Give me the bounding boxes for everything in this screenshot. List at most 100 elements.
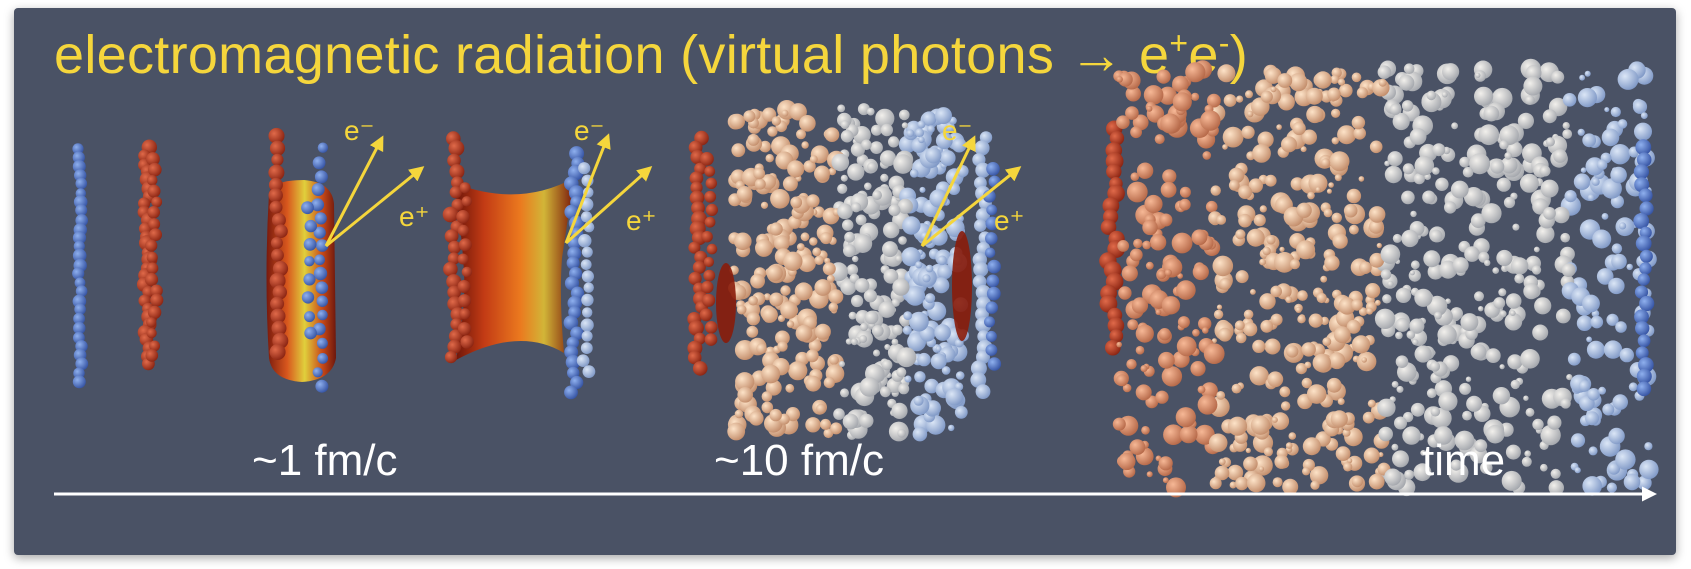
blue-nucleon bbox=[301, 201, 314, 215]
hadron-particle bbox=[1392, 450, 1409, 468]
hadron-particle bbox=[761, 364, 781, 384]
hadron-particle bbox=[1156, 69, 1171, 84]
hadron-particle bbox=[837, 104, 846, 113]
hadron-particle bbox=[906, 129, 915, 138]
hadron-particle bbox=[822, 262, 836, 276]
hadron-particle bbox=[1172, 75, 1189, 93]
hadron-particle bbox=[1617, 68, 1639, 90]
hadron-particle bbox=[1198, 317, 1212, 331]
blue-nucleon bbox=[317, 309, 328, 321]
hadron-particle bbox=[1451, 122, 1458, 130]
red-nucleon bbox=[447, 153, 461, 168]
hadron-particle bbox=[1125, 86, 1142, 102]
hadron-particle bbox=[1576, 315, 1593, 332]
hadron-particle bbox=[1263, 447, 1273, 457]
blue-nucleon bbox=[563, 315, 579, 331]
red-nucleon bbox=[459, 308, 471, 320]
hadron-particle bbox=[748, 295, 758, 306]
hadron-particle bbox=[1337, 125, 1357, 145]
hadron-particle bbox=[1474, 439, 1488, 453]
hadron-particle bbox=[1337, 398, 1345, 405]
hadron-particle bbox=[734, 232, 752, 251]
hadron-particle bbox=[1587, 194, 1595, 202]
hadron-particle bbox=[1171, 232, 1193, 254]
red-nucleon bbox=[457, 294, 472, 308]
hadron-particle bbox=[888, 136, 900, 148]
red-nucleon bbox=[706, 243, 718, 255]
hadron-particle bbox=[1125, 106, 1139, 120]
hadron-particle bbox=[935, 107, 952, 125]
hadron-particle bbox=[1615, 449, 1636, 470]
stage-compression bbox=[442, 131, 596, 400]
electron-label: e⁻ bbox=[344, 115, 374, 146]
hadron-particle bbox=[1249, 366, 1269, 386]
red-nucleon bbox=[272, 285, 287, 300]
hadron-particle bbox=[1432, 143, 1446, 157]
light-blue-nucleon bbox=[581, 246, 593, 258]
hadron-particle bbox=[780, 301, 798, 319]
hadron-particle bbox=[1116, 76, 1123, 83]
hadron-particle bbox=[1387, 151, 1403, 167]
blue-nucleon bbox=[564, 385, 578, 400]
hadron-particle bbox=[1545, 137, 1555, 147]
hadron-particle bbox=[1301, 342, 1316, 357]
hadron-particle bbox=[1493, 297, 1506, 309]
hadron-particle bbox=[1517, 112, 1534, 129]
hadron-particle bbox=[1380, 244, 1401, 264]
hadron-particle bbox=[1626, 263, 1633, 271]
hadron-particle bbox=[1501, 470, 1522, 491]
hadron-particle bbox=[1475, 72, 1481, 78]
hadron-particle bbox=[1203, 343, 1225, 364]
red-nucleon bbox=[447, 240, 462, 254]
hadron-particle bbox=[1250, 289, 1256, 295]
hadron-particle bbox=[1334, 174, 1342, 182]
blue-nucleon bbox=[314, 212, 327, 225]
hadron-particle bbox=[1154, 134, 1165, 145]
hadron-particle bbox=[864, 310, 879, 325]
blue-nucleon bbox=[317, 142, 329, 153]
hadron-particle bbox=[1339, 83, 1353, 98]
hadron-particle bbox=[1308, 173, 1328, 193]
hadron-particle bbox=[1380, 269, 1392, 280]
hadron-particle bbox=[1368, 206, 1386, 223]
hadron-particle bbox=[1534, 297, 1552, 315]
light-blue-nucleon bbox=[974, 219, 987, 232]
hadron-particle bbox=[1258, 466, 1265, 472]
hadron-particle bbox=[1330, 75, 1340, 84]
hadron-particle bbox=[1161, 366, 1183, 387]
red-nucleon bbox=[146, 317, 157, 328]
red-nucleon bbox=[447, 252, 460, 265]
blue-nucleon bbox=[73, 312, 85, 325]
hadron-particle bbox=[1222, 126, 1244, 148]
blue-nucleon bbox=[1639, 249, 1653, 263]
hadron-particle bbox=[1146, 105, 1153, 112]
hadron-particle bbox=[867, 162, 877, 172]
blue-nucleon bbox=[986, 286, 1001, 301]
positron-arrow bbox=[565, 166, 653, 245]
hadron-particle bbox=[1259, 205, 1267, 213]
hadron-particle bbox=[1335, 446, 1351, 461]
hadron-particle bbox=[765, 154, 774, 163]
blue-nucleon bbox=[567, 295, 583, 311]
hadron-particle bbox=[1510, 257, 1529, 275]
red-nucleon bbox=[145, 349, 159, 362]
hadron-particle bbox=[820, 232, 832, 245]
hadron-particle bbox=[1288, 432, 1297, 440]
hadron-particle bbox=[1280, 401, 1291, 411]
hadron-particle bbox=[781, 109, 789, 117]
hadron-particle bbox=[1277, 73, 1293, 88]
blue-nucleon bbox=[1636, 368, 1652, 384]
hadron-particle bbox=[1223, 94, 1237, 107]
light-blue-nucleon bbox=[582, 365, 596, 378]
blue-nucleon bbox=[73, 240, 85, 252]
hadron-particle bbox=[735, 372, 755, 392]
hadron-particle bbox=[1285, 296, 1293, 304]
red-nucleon bbox=[146, 328, 157, 339]
hadron-particle bbox=[1358, 176, 1365, 182]
hadron-particle bbox=[1540, 179, 1559, 198]
hadron-particle bbox=[925, 293, 936, 304]
hadron-particle bbox=[1302, 467, 1311, 476]
hadron-particle bbox=[1192, 263, 1209, 281]
red-nucleon bbox=[269, 200, 283, 214]
hadron-particle bbox=[1619, 222, 1627, 230]
